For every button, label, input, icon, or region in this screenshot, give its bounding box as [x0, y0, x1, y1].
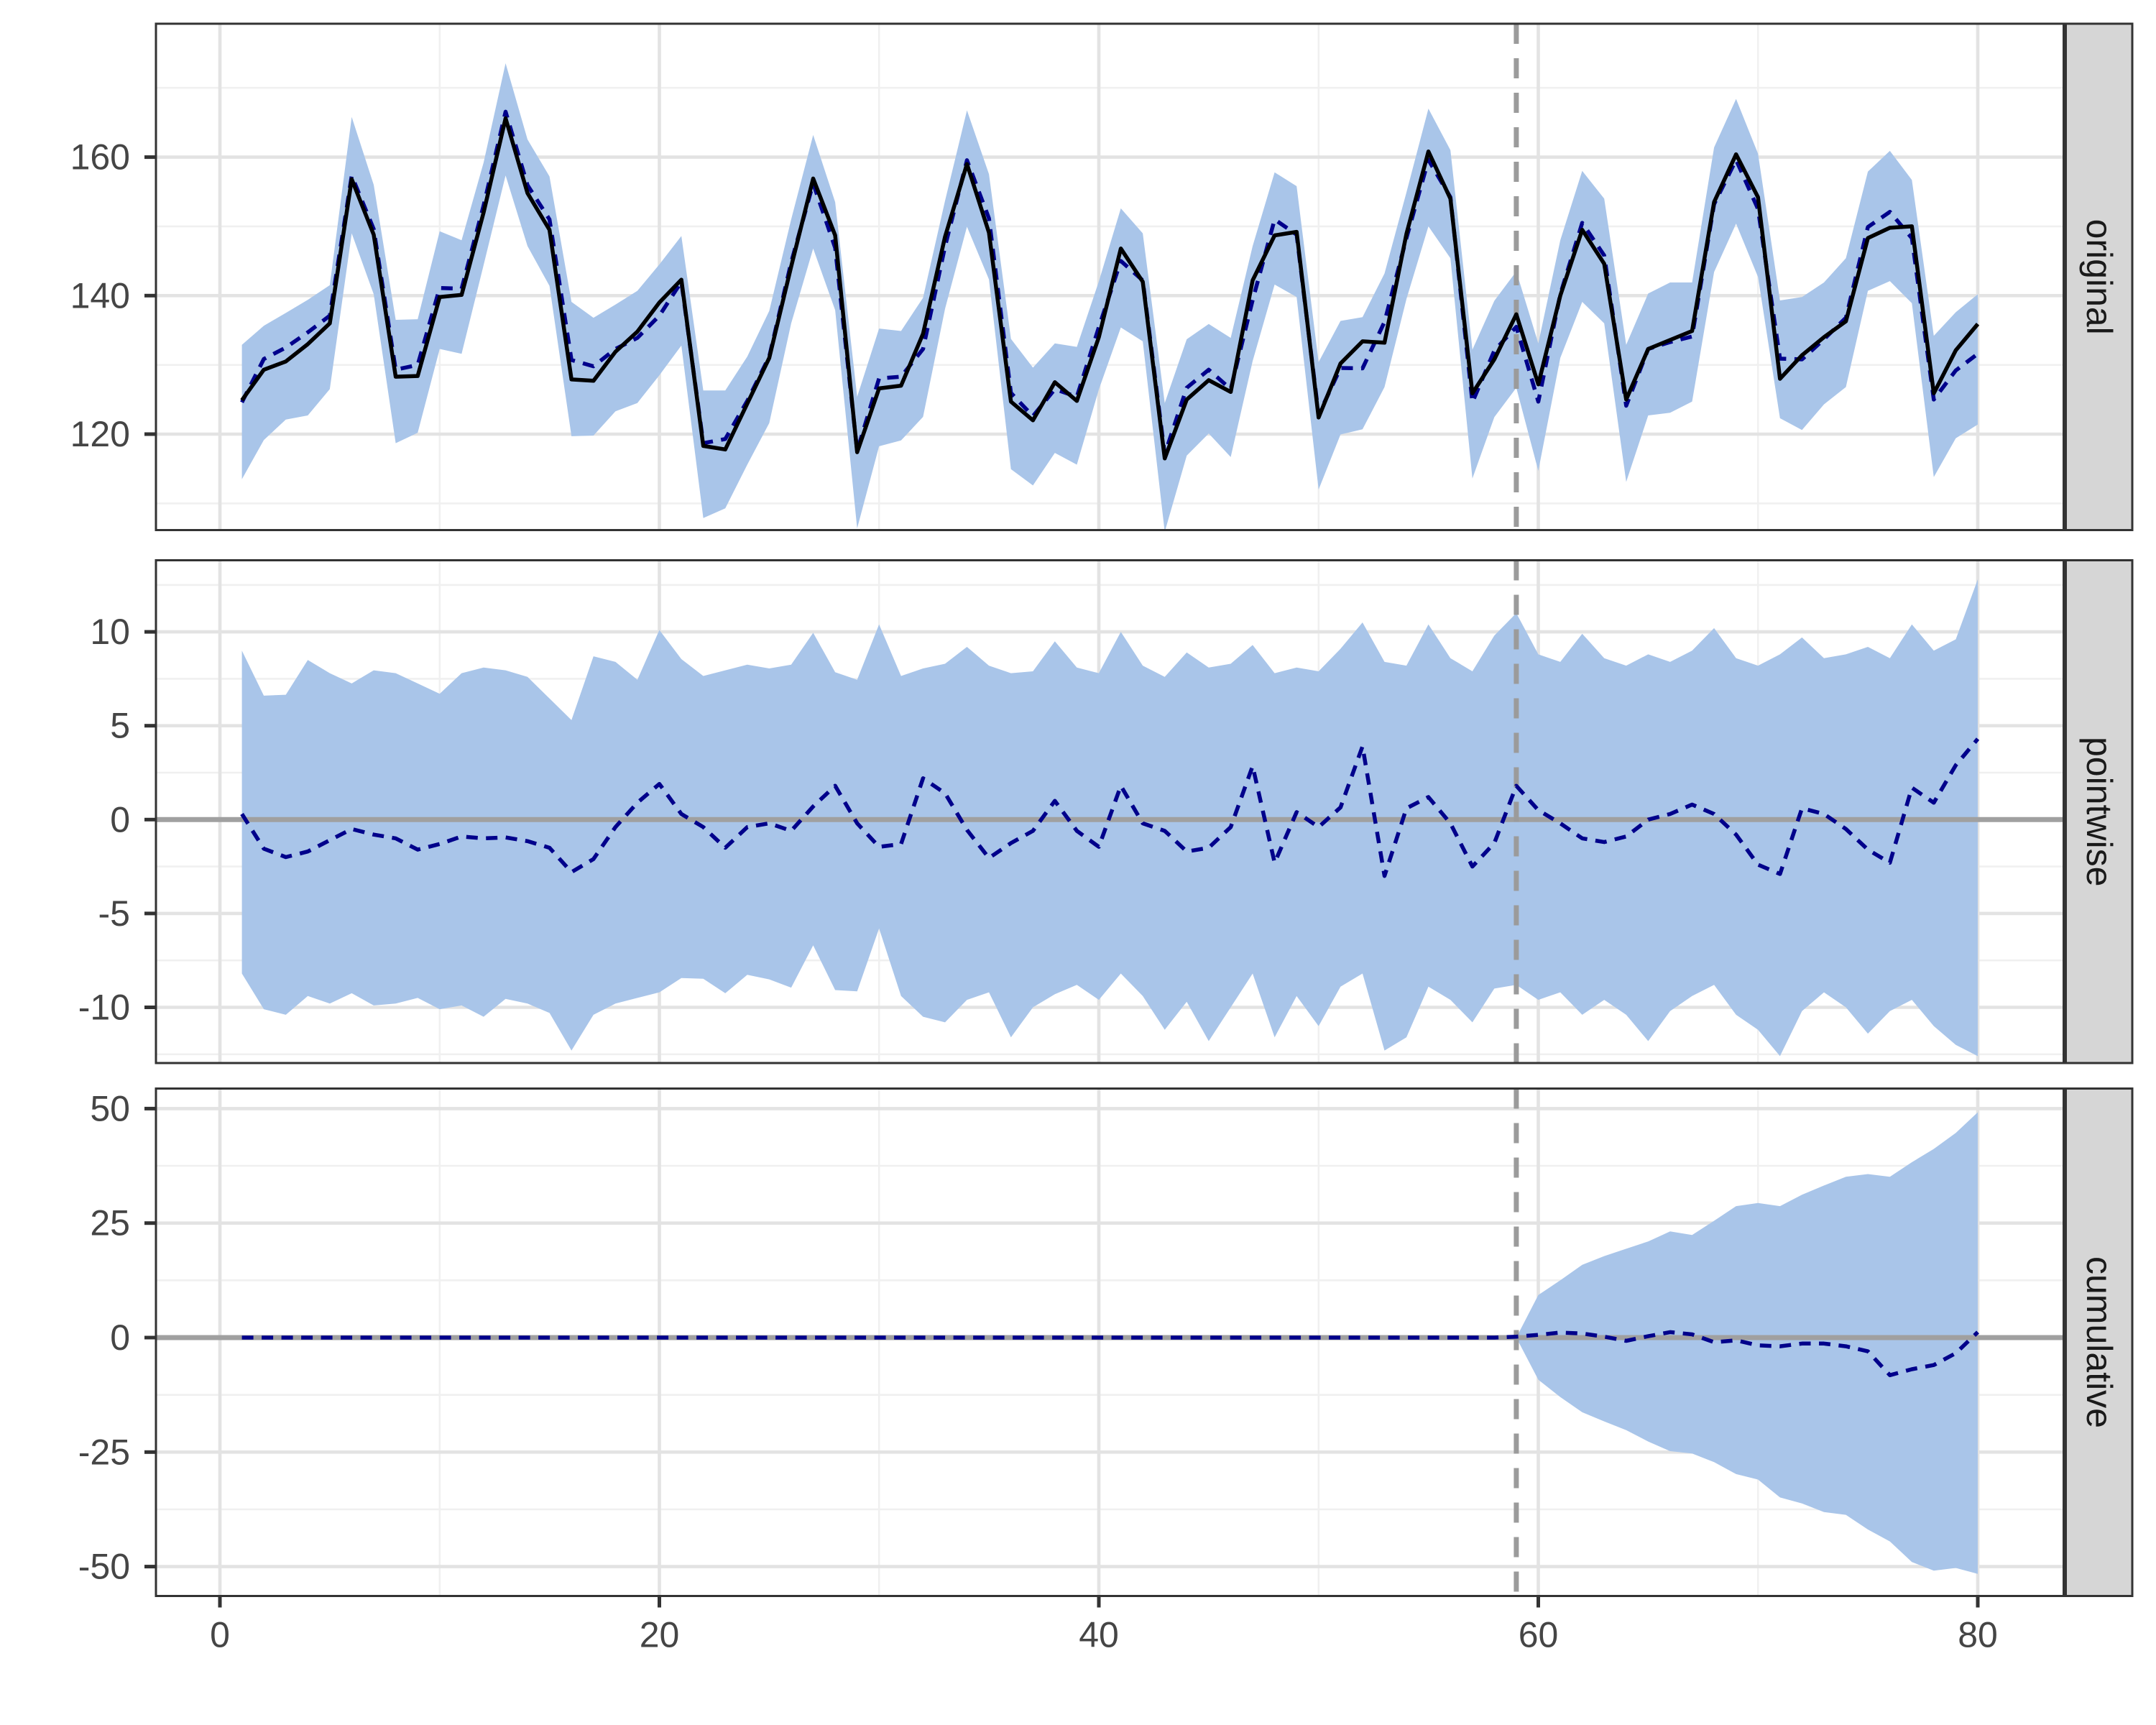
svg-text:60: 60 [1519, 1615, 1559, 1655]
svg-text:140: 140 [70, 275, 130, 316]
svg-text:80: 80 [1958, 1615, 1998, 1655]
svg-text:25: 25 [90, 1203, 130, 1243]
svg-text:120: 120 [70, 414, 130, 454]
svg-text:50: 50 [90, 1088, 130, 1128]
svg-text:-10: -10 [78, 988, 130, 1028]
svg-text:0: 0 [110, 799, 130, 840]
svg-text:20: 20 [640, 1615, 680, 1655]
svg-text:cumulative: cumulative [2079, 1256, 2119, 1428]
svg-text:160: 160 [70, 137, 130, 178]
svg-text:-5: -5 [98, 893, 130, 934]
svg-text:40: 40 [1079, 1615, 1119, 1655]
svg-text:original: original [2079, 219, 2119, 335]
svg-text:10: 10 [90, 612, 130, 652]
svg-text:pointwise: pointwise [2079, 737, 2119, 886]
svg-text:-50: -50 [78, 1547, 130, 1587]
svg-text:0: 0 [210, 1615, 230, 1655]
svg-text:-25: -25 [78, 1432, 130, 1472]
svg-text:0: 0 [110, 1317, 130, 1358]
svg-text:5: 5 [110, 706, 130, 746]
